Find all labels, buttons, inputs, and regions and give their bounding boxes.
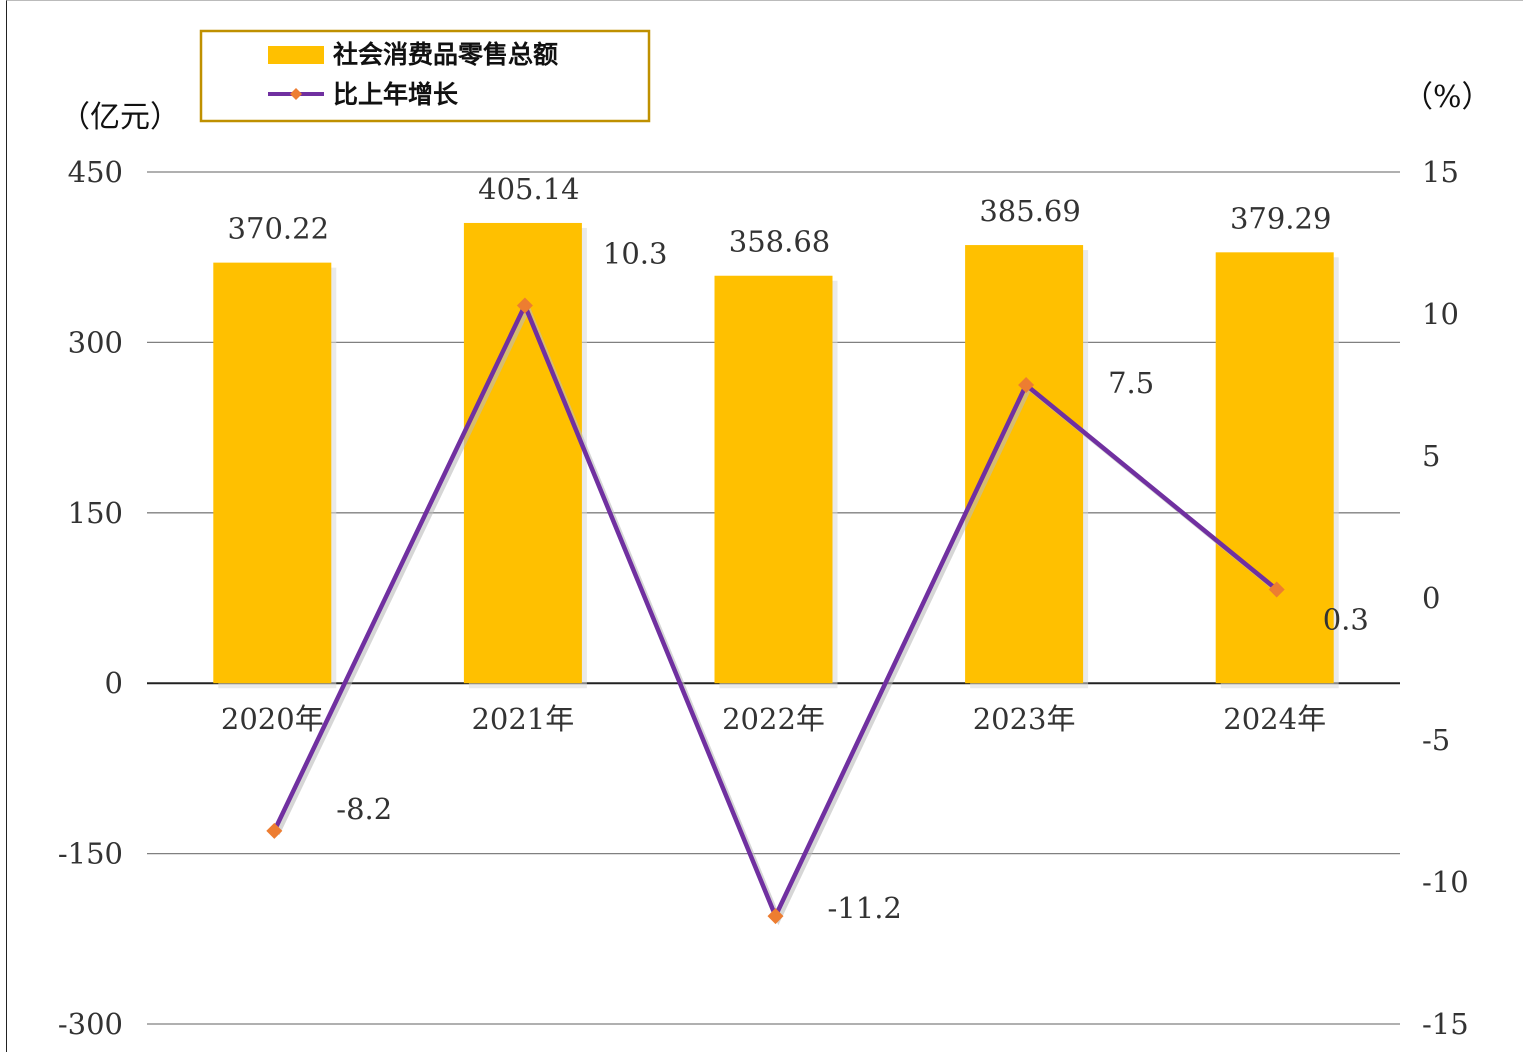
growth-value-label: 0.3	[1323, 602, 1369, 636]
left-axis-tick: -150	[58, 837, 123, 871]
bar-value-label: 358.68	[729, 225, 830, 259]
legend-bar-swatch	[268, 46, 324, 64]
left-axis-tick: 150	[68, 496, 123, 530]
bar-2021年	[463, 222, 582, 684]
bar-2024年	[1215, 252, 1334, 684]
bar-2020年	[213, 262, 332, 684]
growth-value-label: -11.2	[828, 891, 902, 925]
line-series	[266, 297, 1285, 926]
data-labels: 370.22 405.14 358.68 385.69 379.29 -8.2 10.3 -1…	[228, 172, 1369, 925]
left-axis-tick: -300	[58, 1007, 123, 1041]
growth-marker	[1268, 581, 1285, 598]
category-label: 2020年	[221, 702, 324, 736]
legend-label-growth: 比上年增长	[333, 80, 459, 109]
legend-label-retail-sales: 社会消费品零售总额	[333, 40, 558, 69]
right-axis-tick: 10	[1422, 297, 1459, 331]
right-axis-tick: -10	[1422, 865, 1469, 899]
bar-value-label: 405.14	[478, 172, 579, 206]
growth-marker	[516, 297, 533, 314]
growth-marker	[1018, 377, 1035, 393]
growth-value-label: -8.2	[336, 792, 392, 826]
bar-value-label: 370.22	[228, 212, 329, 246]
category-label: 2023年	[973, 702, 1076, 736]
growth-value-label: 7.5	[1108, 366, 1154, 400]
bar-2022年	[714, 275, 833, 684]
legend: 社会消费品零售总额 比上年增长	[199, 29, 651, 123]
right-axis-tick: 15	[1422, 155, 1459, 189]
growth-value-label: 10.3	[603, 236, 668, 270]
right-axis-tick: 5	[1422, 439, 1440, 473]
growth-marker	[767, 908, 784, 925]
left-axis-tick: 300	[68, 325, 123, 359]
right-axis-tick: -5	[1422, 723, 1450, 757]
category-label: 2022年	[722, 702, 825, 736]
left-axis-tick: 450	[68, 155, 123, 189]
right-axis-tick: -15	[1422, 1007, 1469, 1041]
category-label: 2021年	[471, 702, 574, 736]
right-axis-tick: 0	[1422, 581, 1440, 615]
legend-diamond-marker	[290, 88, 302, 100]
bar-value-label: 379.29	[1230, 201, 1331, 235]
category-label: 2024年	[1223, 702, 1326, 736]
bar-2023年	[965, 245, 1084, 684]
chart-frame	[6, 0, 1523, 1052]
axes: 450 300 150 0 -150 -300 15 10 5 0 -5 -10 -15 2020年 202…	[58, 155, 1469, 1041]
bar-value-label: 385.69	[979, 194, 1080, 228]
right-axis-unit: （%）	[1403, 80, 1492, 115]
growth-marker	[266, 822, 283, 839]
left-axis-unit: （亿元）	[60, 100, 180, 135]
left-axis-tick: 0	[105, 666, 123, 700]
